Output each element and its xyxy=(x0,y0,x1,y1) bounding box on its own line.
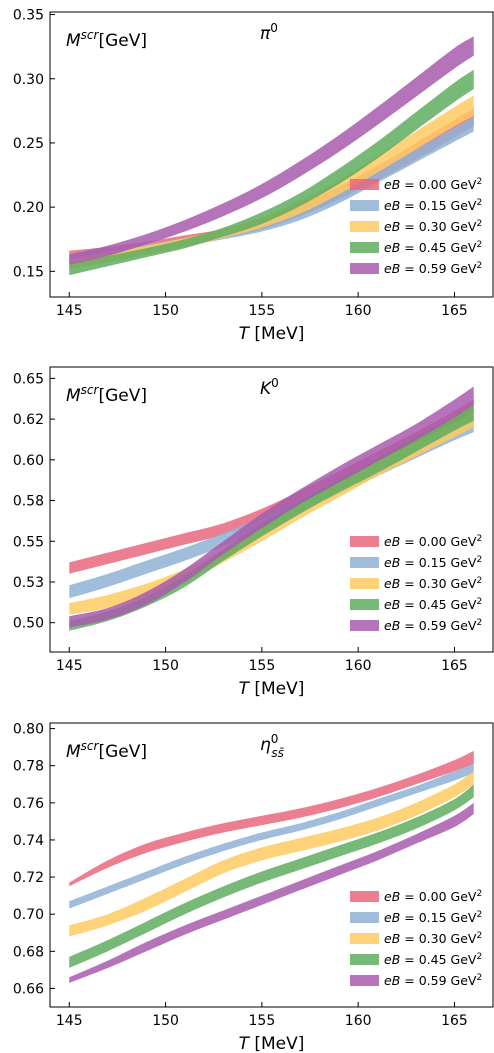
axes-frame xyxy=(49,366,494,653)
x-tick-label: 160 xyxy=(345,658,372,674)
x-tick-label: 155 xyxy=(249,1013,276,1029)
y-tick-label: 0.15 xyxy=(13,264,44,280)
x-axis-label: T [MeV] xyxy=(239,324,305,344)
legend: eB = 0.00 GeV2 eB = 0.15 GeV2 eB = 0.30 Ge… xyxy=(350,177,482,276)
legend-label: eB = 0.59 GeV2 xyxy=(384,261,482,276)
chart-panel-3: 145 150 155 160 165 0.66 0.68 0.70 0.72 0.74 0.76 0… xyxy=(13,722,494,1053)
axes-frame xyxy=(49,722,494,1008)
legend-label: eB = 0.15 GeV2 xyxy=(384,555,482,570)
legend-swatch xyxy=(350,891,379,902)
legend-swatch xyxy=(350,200,379,211)
legend-label: eB = 0.00 GeV2 xyxy=(384,889,482,904)
legend-label: eB = 0.45 GeV2 xyxy=(384,597,482,612)
legend-label: eB = 0.15 GeV2 xyxy=(384,910,482,925)
legend: eB = 0.00 GeV2 eB = 0.15 GeV2 eB = 0.30 Ge… xyxy=(350,534,482,633)
y-tick-label: 0.70 xyxy=(13,907,44,923)
x-tick-label: 165 xyxy=(441,303,468,319)
legend-label: eB = 0.15 GeV2 xyxy=(384,198,482,213)
y-tick-label: 0.74 xyxy=(13,833,44,849)
legend-swatch xyxy=(350,221,379,232)
y-tick-label: 0.53 xyxy=(13,575,44,591)
x-tick-label: 150 xyxy=(152,658,179,674)
axes-frame xyxy=(49,11,494,298)
x-tick-label: 160 xyxy=(345,1013,372,1029)
legend-label: eB = 0.30 GeV2 xyxy=(384,219,482,234)
y-tick-label: 0.60 xyxy=(13,453,44,469)
x-axis-label: T [MeV] xyxy=(239,679,305,699)
band-series-1 xyxy=(69,750,474,887)
legend-swatch xyxy=(350,557,379,568)
chart-panel-2: 145 150 155 160 165 0.50 0.53 0.55 0.58 0.60 0.62 0… xyxy=(13,366,494,699)
y-tick-label: 0.78 xyxy=(13,759,44,775)
y-tick-label: 0.65 xyxy=(13,371,44,387)
legend-label: eB = 0.59 GeV2 xyxy=(384,973,482,988)
chart-panel-1: 145 150 155 160 165 0.15 0.20 0.25 0.30 0.35 T [Me… xyxy=(13,8,494,344)
band-series-2 xyxy=(69,763,474,909)
legend-label: eB = 0.59 GeV2 xyxy=(384,618,482,633)
bands xyxy=(69,750,474,983)
legend-label: eB = 0.30 GeV2 xyxy=(384,931,482,946)
band-series-5 xyxy=(69,802,474,983)
bands xyxy=(69,386,474,631)
x-tick-label: 165 xyxy=(441,1013,468,1029)
y-axis-label: Mscr[GeV] xyxy=(66,28,147,51)
y-tick-label: 0.58 xyxy=(13,494,44,510)
y-tick-label: 0.80 xyxy=(13,722,44,738)
x-tick-label: 160 xyxy=(345,303,372,319)
x-tick-label: 145 xyxy=(56,658,83,674)
y-tick-label: 0.76 xyxy=(13,796,44,812)
x-axis-label: T [MeV] xyxy=(239,1034,305,1053)
legend-swatch xyxy=(350,954,379,965)
legend-label: eB = 0.30 GeV2 xyxy=(384,576,482,591)
y-tick-label: 0.20 xyxy=(13,200,44,216)
x-tick-label: 165 xyxy=(441,658,468,674)
legend-swatch xyxy=(350,578,379,589)
band-series-3 xyxy=(69,771,474,937)
y-tick-label: 0.55 xyxy=(13,534,44,550)
legend-swatch xyxy=(350,179,379,190)
band-series-1 xyxy=(69,399,474,574)
legend-swatch xyxy=(350,242,379,253)
x-tick-label: 155 xyxy=(249,303,276,319)
x-tick-label: 145 xyxy=(56,1013,83,1029)
legend-swatch xyxy=(350,620,379,631)
y-tick-label: 0.30 xyxy=(13,72,44,88)
legend-label: eB = 0.45 GeV2 xyxy=(384,952,482,967)
y-tick-label: 0.35 xyxy=(13,8,44,24)
legend-label: eB = 0.45 GeV2 xyxy=(384,240,482,255)
legend-label: eB = 0.00 GeV2 xyxy=(384,534,482,549)
x-tick-label: 145 xyxy=(56,303,83,319)
legend-label: eB = 0.00 GeV2 xyxy=(384,177,482,192)
y-tick-label: 0.68 xyxy=(13,944,44,960)
y-axis-label: Mscr[GeV] xyxy=(66,383,147,406)
band-series-2 xyxy=(69,415,474,599)
y-axis-label: Mscr[GeV] xyxy=(66,739,147,762)
legend-swatch xyxy=(350,975,379,986)
legend-swatch xyxy=(350,933,379,944)
y-tick-label: 0.66 xyxy=(13,981,44,997)
panel-title: π0 xyxy=(260,21,278,44)
legend-swatch xyxy=(350,263,379,274)
panel-title: η0 ss̄ xyxy=(260,732,284,760)
x-tick-label: 150 xyxy=(152,1013,179,1029)
x-tick-label: 150 xyxy=(152,303,179,319)
legend-swatch xyxy=(350,536,379,547)
x-tick-label: 155 xyxy=(249,658,276,674)
y-tick-label: 0.25 xyxy=(13,136,44,152)
y-tick-label: 0.62 xyxy=(13,412,44,428)
panel-title: K0 xyxy=(260,376,279,399)
legend-swatch xyxy=(350,912,379,923)
legend-swatch xyxy=(350,599,379,610)
legend: eB = 0.00 GeV2 eB = 0.15 GeV2 eB = 0.30 Ge… xyxy=(350,889,482,988)
y-tick-label: 0.72 xyxy=(13,870,44,886)
band-series-4 xyxy=(69,784,474,969)
y-tick-label: 0.50 xyxy=(13,616,44,632)
